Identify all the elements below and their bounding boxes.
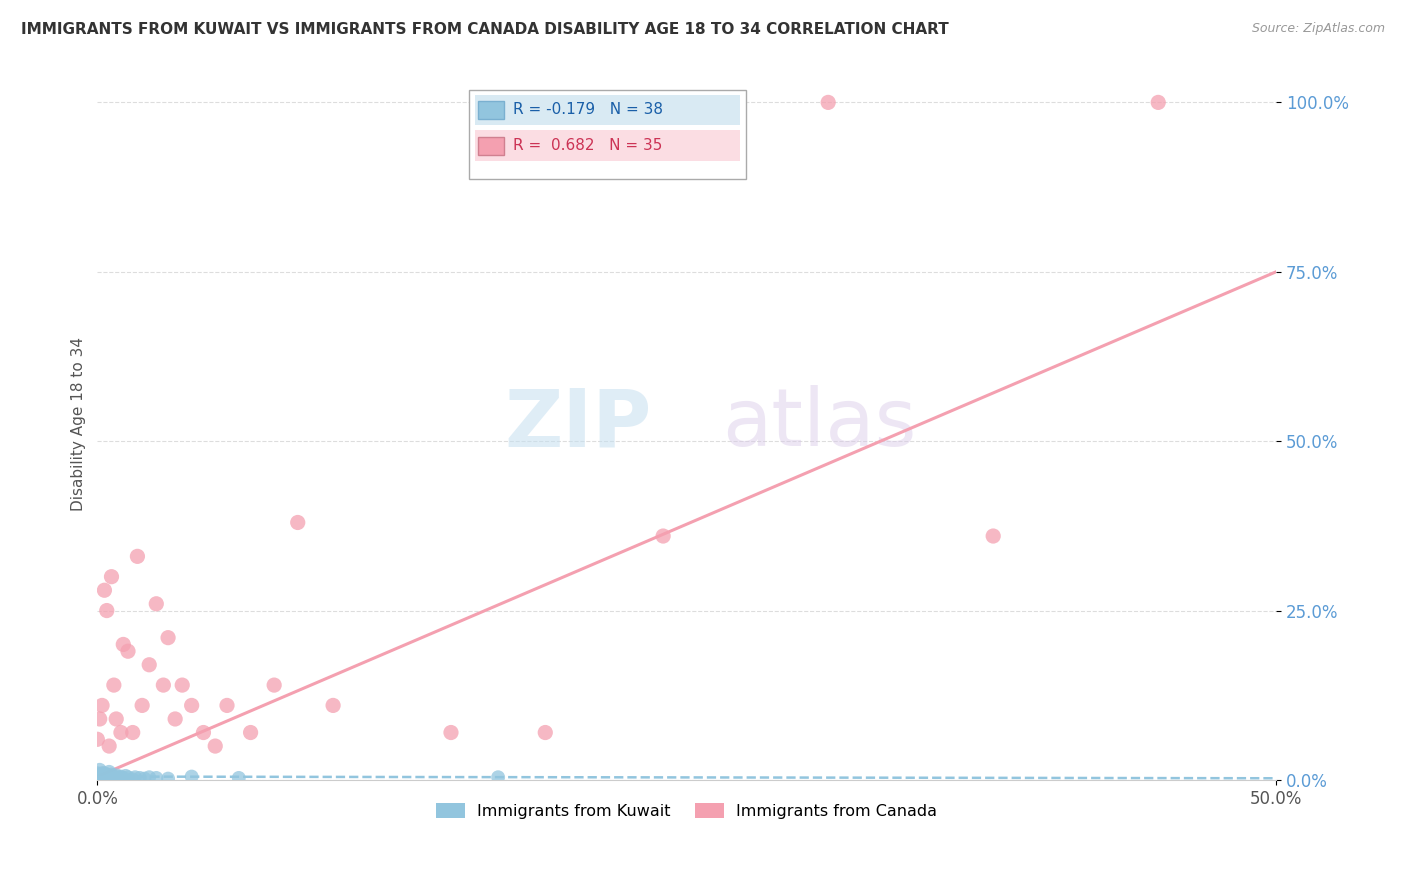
Point — [152, 678, 174, 692]
Point — [981, 529, 1004, 543]
Point — [91, 698, 114, 713]
Point — [86, 732, 108, 747]
Point — [89, 712, 111, 726]
Point — [86, 766, 108, 780]
Point — [96, 772, 118, 787]
Point — [96, 767, 118, 781]
Point — [817, 95, 839, 110]
Point — [98, 772, 121, 786]
Point — [105, 772, 128, 786]
Text: R =  0.682   N = 35: R = 0.682 N = 35 — [513, 138, 662, 153]
Point — [96, 603, 118, 617]
Point — [486, 770, 509, 784]
Legend: Immigrants from Kuwait, Immigrants from Canada: Immigrants from Kuwait, Immigrants from … — [430, 797, 943, 825]
Point — [110, 772, 132, 787]
Point — [103, 678, 125, 692]
Point — [93, 770, 115, 784]
FancyBboxPatch shape — [475, 130, 740, 161]
Point — [107, 770, 129, 784]
Point — [89, 770, 111, 784]
Point — [121, 772, 143, 787]
Point — [110, 725, 132, 739]
Point — [98, 769, 121, 783]
Point — [91, 770, 114, 784]
Point — [110, 770, 132, 784]
Point — [204, 739, 226, 753]
Point — [263, 678, 285, 692]
Point — [127, 549, 149, 564]
Point — [157, 772, 180, 786]
Point — [652, 529, 675, 543]
Point — [165, 712, 187, 726]
Text: Source: ZipAtlas.com: Source: ZipAtlas.com — [1251, 22, 1385, 36]
Text: ZIP: ZIP — [505, 385, 651, 463]
FancyBboxPatch shape — [468, 90, 745, 178]
Text: IMMIGRANTS FROM KUWAIT VS IMMIGRANTS FROM CANADA DISABILITY AGE 18 TO 34 CORRELA: IMMIGRANTS FROM KUWAIT VS IMMIGRANTS FRO… — [21, 22, 949, 37]
Point — [117, 770, 139, 784]
Point — [91, 766, 114, 780]
Point — [180, 698, 202, 713]
Point — [112, 637, 135, 651]
Point — [172, 678, 194, 692]
Point — [86, 772, 108, 787]
Point — [134, 772, 156, 786]
FancyBboxPatch shape — [475, 95, 740, 126]
Point — [105, 768, 128, 782]
Point — [98, 764, 121, 779]
Point — [117, 644, 139, 658]
Point — [91, 772, 114, 787]
Point — [89, 772, 111, 787]
Point — [145, 597, 167, 611]
Point — [93, 583, 115, 598]
Point — [215, 698, 238, 713]
Point — [138, 657, 160, 672]
Point — [121, 725, 143, 739]
Point — [534, 725, 557, 739]
Point — [112, 771, 135, 785]
Point — [124, 770, 146, 784]
Point — [114, 769, 136, 783]
Point — [100, 570, 122, 584]
Point — [157, 631, 180, 645]
Point — [93, 766, 115, 780]
Point — [128, 771, 150, 785]
Point — [1147, 95, 1170, 110]
FancyBboxPatch shape — [478, 136, 503, 154]
Point — [180, 770, 202, 784]
Point — [287, 516, 309, 530]
Point — [440, 725, 463, 739]
Point — [93, 772, 115, 787]
Text: R = -0.179   N = 38: R = -0.179 N = 38 — [513, 103, 664, 117]
Point — [98, 739, 121, 753]
Point — [228, 771, 250, 785]
Point — [239, 725, 262, 739]
Point — [100, 767, 122, 781]
Point — [100, 771, 122, 785]
Text: atlas: atlas — [723, 385, 917, 463]
Point — [138, 770, 160, 784]
Point — [103, 770, 125, 784]
Point — [193, 725, 215, 739]
Point — [103, 772, 125, 787]
Y-axis label: Disability Age 18 to 34: Disability Age 18 to 34 — [72, 337, 86, 511]
Point — [145, 771, 167, 785]
FancyBboxPatch shape — [478, 102, 503, 119]
Point — [322, 698, 344, 713]
Point — [89, 763, 111, 777]
Point — [131, 698, 153, 713]
Point — [105, 712, 128, 726]
